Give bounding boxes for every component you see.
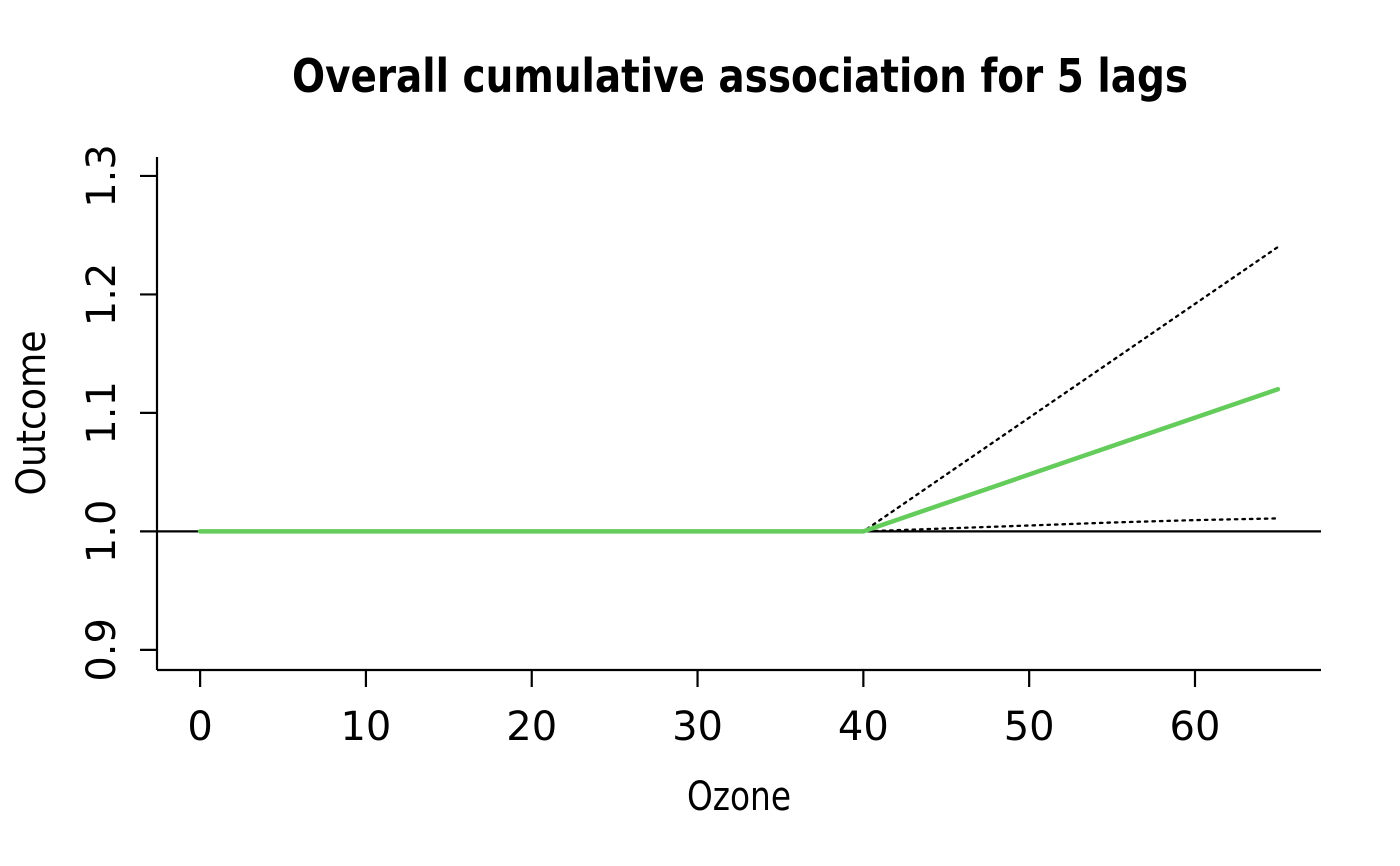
y-tick-label: 1.1 (79, 381, 125, 445)
x-tick-label: 60 (1170, 704, 1221, 750)
x-tick-label: 50 (1004, 704, 1055, 750)
axes-group: 0 10 20 30 40 50 60 0.9 1.0 1.1 1.2 1.3 (79, 144, 1321, 750)
y-tick-label: 1.2 (79, 263, 125, 327)
x-tick-label: 10 (340, 704, 391, 750)
y-axis-label: Outcome (9, 331, 55, 496)
y-tick-label: 1.0 (79, 500, 125, 564)
x-tick-label: 40 (838, 704, 889, 750)
x-tick-label: 0 (187, 704, 212, 750)
overall-cumulative-rr (197, 386, 1281, 534)
x-axis-label: Ozone (687, 774, 791, 820)
x-tick-label: 30 (672, 704, 723, 750)
y-tick-label: 1.3 (79, 144, 125, 208)
ci-upper-dotted (198, 245, 1280, 533)
series-lines-group (197, 245, 1281, 534)
y-tick-label: 0.9 (79, 618, 125, 682)
x-tick-label: 20 (506, 704, 557, 750)
chart-title: Overall cumulative association for 5 lag… (292, 49, 1188, 103)
